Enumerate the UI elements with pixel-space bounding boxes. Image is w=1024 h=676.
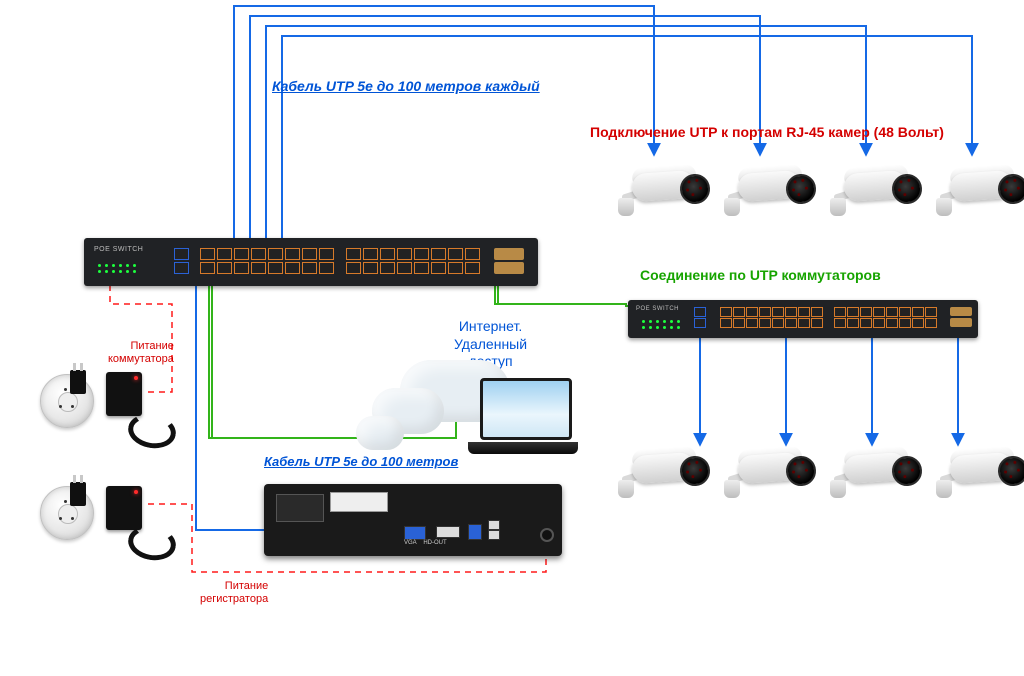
power-adapter-2 bbox=[106, 486, 142, 530]
label-power-switch: Питаниекоммутатора bbox=[108, 340, 174, 366]
ip-camera-icon bbox=[622, 158, 708, 218]
laptop-icon bbox=[480, 378, 578, 454]
cloud-icon bbox=[356, 416, 404, 450]
label-switch-link: Соединение по UTP коммутаторов bbox=[640, 267, 881, 283]
usb-port-icon bbox=[488, 530, 500, 540]
lan-port-icon bbox=[468, 524, 482, 540]
label-utp-each: Кабель UTP 5e до 100 метров каждый bbox=[272, 78, 540, 94]
ip-camera-icon bbox=[728, 158, 814, 218]
hdmi-port-icon bbox=[436, 526, 460, 538]
usb-port-icon bbox=[488, 520, 500, 530]
poe-switch-1: POE SWITCH bbox=[84, 238, 538, 286]
ip-camera-icon bbox=[940, 440, 1024, 500]
ip-camera-icon bbox=[728, 440, 814, 500]
label-power-nvr: Питаниерегистратора bbox=[200, 580, 268, 606]
ip-camera-icon bbox=[834, 440, 920, 500]
cable-coil-1 bbox=[125, 410, 178, 452]
ac-plug-1 bbox=[70, 370, 86, 394]
nvr-recorder: VGA HD-OUT bbox=[264, 484, 562, 556]
vga-port-icon bbox=[404, 526, 426, 540]
ac-plug-2 bbox=[70, 482, 86, 506]
power-adapter-1 bbox=[106, 372, 142, 416]
ip-camera-icon bbox=[834, 158, 920, 218]
ip-camera-icon bbox=[940, 158, 1024, 218]
poe-switch-2: POE SWITCH bbox=[628, 300, 978, 338]
label-camera-conn: Подключение UTP к портам RJ-45 камер (48… bbox=[590, 124, 944, 140]
ip-camera-icon bbox=[622, 440, 708, 500]
dc-port-icon bbox=[540, 528, 554, 542]
label-utp-100: Кабель UTP 5e до 100 метров bbox=[264, 454, 458, 469]
